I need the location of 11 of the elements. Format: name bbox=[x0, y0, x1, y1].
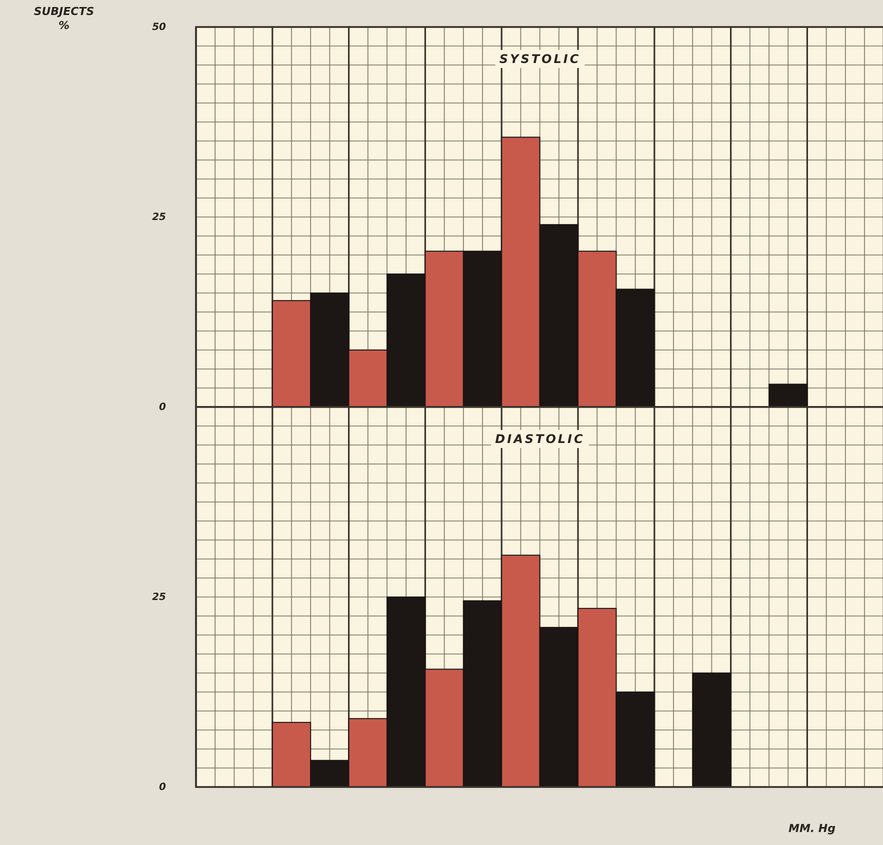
bar bbox=[768, 384, 808, 408]
y-tick-label: 25 bbox=[152, 212, 166, 224]
text: DIASTOLIC bbox=[495, 432, 585, 446]
y-axis-title: SUBJECTS % bbox=[34, 5, 94, 32]
y-tick-label: 25 bbox=[152, 592, 166, 604]
x-axis-title: MM. Hg bbox=[788, 822, 836, 835]
text: SYSTOLIC bbox=[499, 52, 581, 66]
bar bbox=[692, 672, 732, 788]
y-tick-label: 0 bbox=[159, 782, 166, 794]
y-tick-label: 0 bbox=[159, 402, 166, 414]
y-tick-label: 50 bbox=[152, 22, 166, 34]
